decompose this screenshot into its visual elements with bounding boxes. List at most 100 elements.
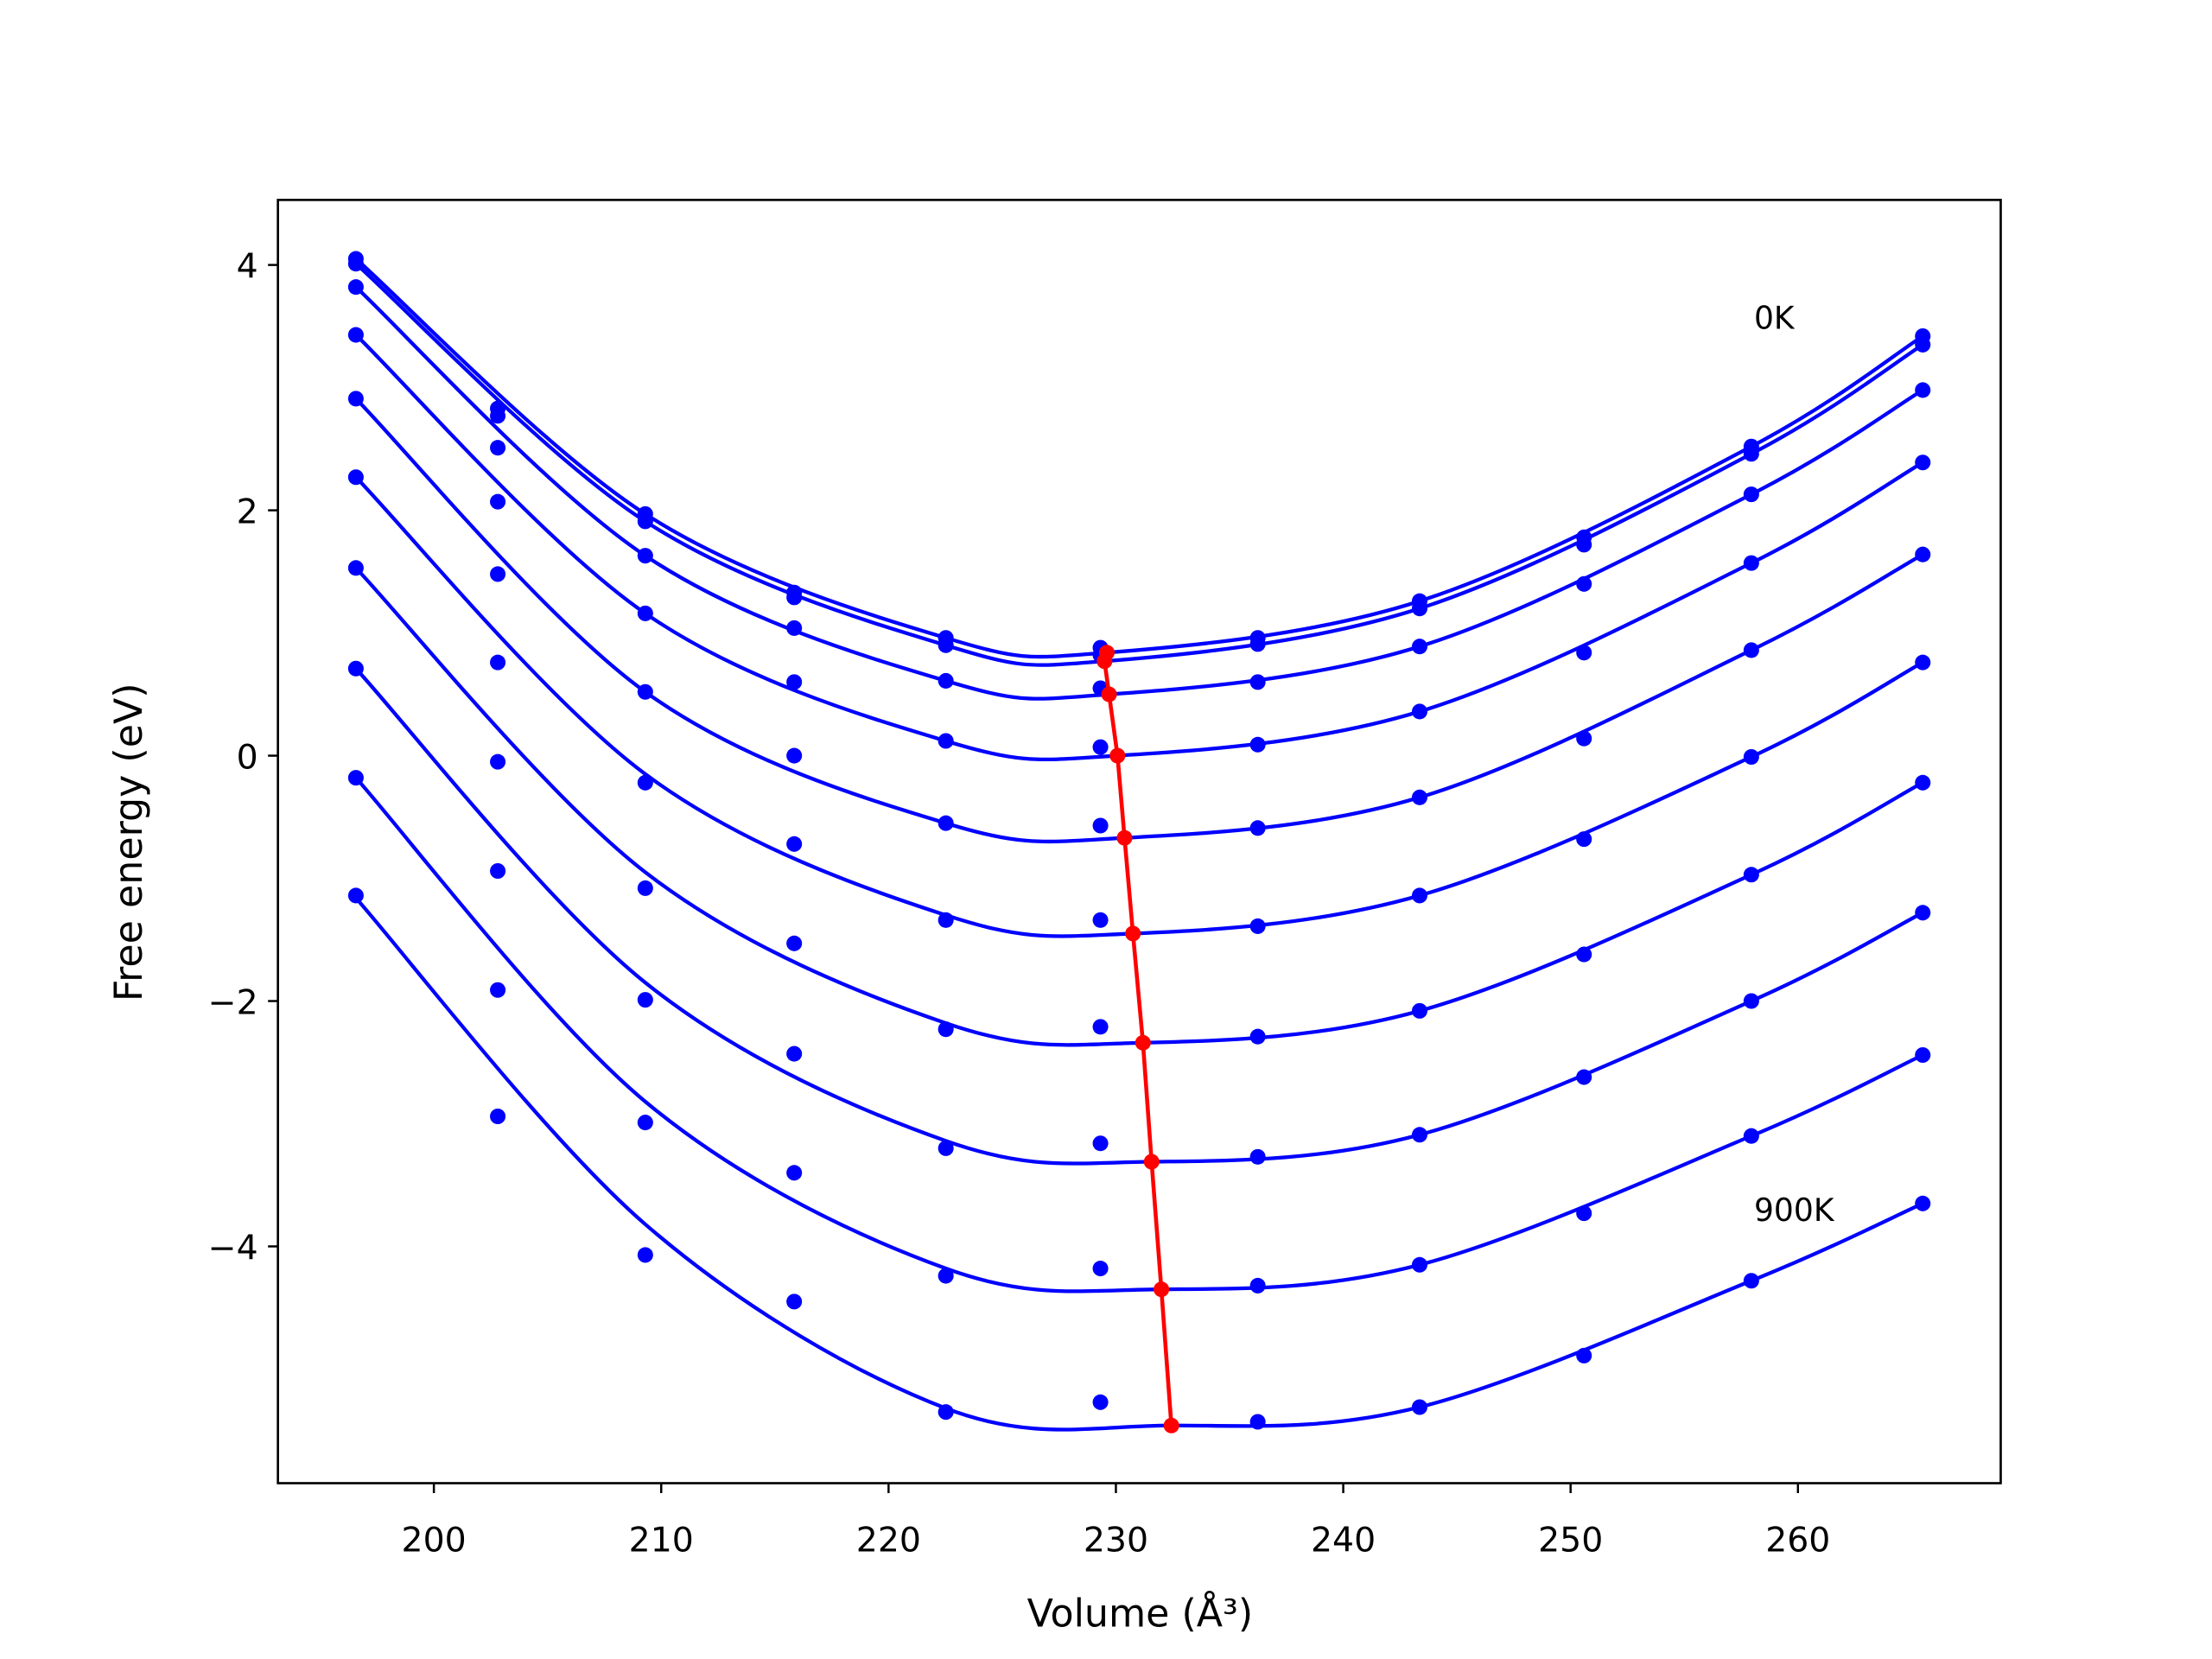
data-point — [1249, 1414, 1266, 1430]
data-point — [1249, 674, 1266, 690]
data-point — [1092, 912, 1109, 928]
data-point — [1092, 1135, 1109, 1152]
data-point — [1576, 537, 1592, 553]
x-tick-label: 260 — [1765, 1520, 1830, 1560]
x-tick-label: 250 — [1538, 1520, 1603, 1560]
y-tick-label: 4 — [237, 246, 258, 286]
data-point — [1576, 831, 1592, 848]
data-point — [786, 836, 803, 852]
data-point — [637, 1115, 653, 1131]
data-point — [637, 880, 653, 896]
data-point — [490, 493, 506, 510]
y-tick-label: −2 — [208, 982, 258, 1022]
data-point — [347, 256, 364, 272]
data-point — [938, 1404, 954, 1421]
data-point — [637, 548, 653, 564]
data-point — [938, 672, 954, 689]
data-point — [347, 660, 364, 677]
data-point — [1915, 1046, 1931, 1064]
data-point — [1915, 774, 1931, 791]
minimum-point — [1096, 653, 1113, 670]
data-point — [490, 440, 506, 456]
data-point — [938, 912, 954, 928]
data-point — [938, 1021, 954, 1038]
data-point — [1743, 486, 1759, 503]
data-point — [1249, 636, 1266, 652]
data-point — [1915, 382, 1931, 398]
data-point — [1576, 1347, 1592, 1363]
data-point — [786, 620, 803, 636]
x-tick-label: 200 — [402, 1520, 467, 1560]
data-point — [490, 982, 506, 998]
minimum-point — [1101, 686, 1117, 702]
data-point — [490, 862, 506, 880]
data-point — [347, 770, 364, 786]
x-tick-label: 230 — [1084, 1520, 1148, 1560]
data-point — [1576, 1069, 1592, 1085]
data-point — [490, 1108, 506, 1125]
data-point — [637, 683, 653, 700]
data-point — [1915, 454, 1931, 471]
annotation: 0K — [1754, 300, 1796, 337]
data-point — [938, 815, 954, 831]
data-point — [786, 935, 803, 951]
x-axis-label: Volume (Å³) — [1027, 1590, 1253, 1636]
data-point — [1915, 654, 1931, 671]
data-point — [1411, 639, 1428, 655]
data-point — [1915, 336, 1931, 353]
data-point — [1915, 1195, 1931, 1211]
data-point — [786, 747, 803, 764]
minimum-point — [1116, 830, 1133, 846]
data-point — [786, 589, 803, 606]
data-point — [1249, 1028, 1266, 1045]
minimum-point — [1135, 1034, 1151, 1051]
y-tick-label: 0 — [237, 737, 258, 777]
data-point — [1411, 1127, 1428, 1143]
data-point — [1411, 601, 1428, 617]
minimum-point — [1109, 747, 1126, 764]
x-tick-label: 220 — [856, 1520, 921, 1560]
data-point — [1249, 820, 1266, 836]
fit-curve — [354, 896, 1924, 1432]
y-tick-label: −4 — [208, 1228, 258, 1268]
data-point — [938, 637, 954, 653]
data-point — [1249, 1277, 1266, 1294]
data-point — [1576, 946, 1592, 963]
data-point — [347, 391, 364, 407]
data-point — [786, 674, 803, 690]
data-point — [938, 1268, 954, 1284]
data-point — [1576, 575, 1592, 592]
plot-frame — [276, 199, 2002, 1484]
fit-curve — [354, 776, 1924, 1294]
data-point — [1411, 1002, 1428, 1019]
data-point — [1743, 748, 1759, 766]
data-point — [637, 605, 653, 621]
minimum-point — [1143, 1154, 1160, 1170]
data-point — [347, 279, 364, 296]
data-point — [637, 992, 653, 1008]
data-point — [637, 513, 653, 530]
x-tick-label: 210 — [629, 1520, 694, 1560]
data-point — [1249, 736, 1266, 753]
data-point — [1915, 905, 1931, 921]
data-point — [1092, 1261, 1109, 1277]
data-point — [786, 1294, 803, 1310]
data-point — [786, 1165, 803, 1181]
data-point — [1576, 730, 1592, 747]
annotation: 900K — [1754, 1192, 1835, 1229]
data-point — [1743, 446, 1759, 462]
data-point — [1743, 642, 1759, 658]
y-tick-label: 2 — [237, 492, 258, 531]
data-point — [1915, 546, 1931, 563]
fit-curve — [354, 667, 1924, 1166]
data-point — [637, 1247, 653, 1263]
data-point — [347, 887, 364, 904]
minimum-line — [1102, 652, 1173, 1426]
data-point — [1411, 887, 1428, 904]
data-point — [1576, 1205, 1592, 1222]
minimum-point — [1163, 1417, 1179, 1433]
data-point — [1743, 1273, 1759, 1289]
data-point — [1092, 1394, 1109, 1410]
data-point — [1092, 739, 1109, 755]
